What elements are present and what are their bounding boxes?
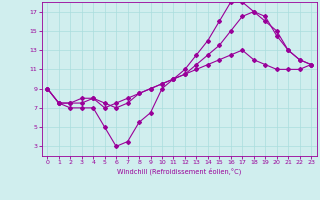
X-axis label: Windchill (Refroidissement éolien,°C): Windchill (Refroidissement éolien,°C) [117, 168, 241, 175]
